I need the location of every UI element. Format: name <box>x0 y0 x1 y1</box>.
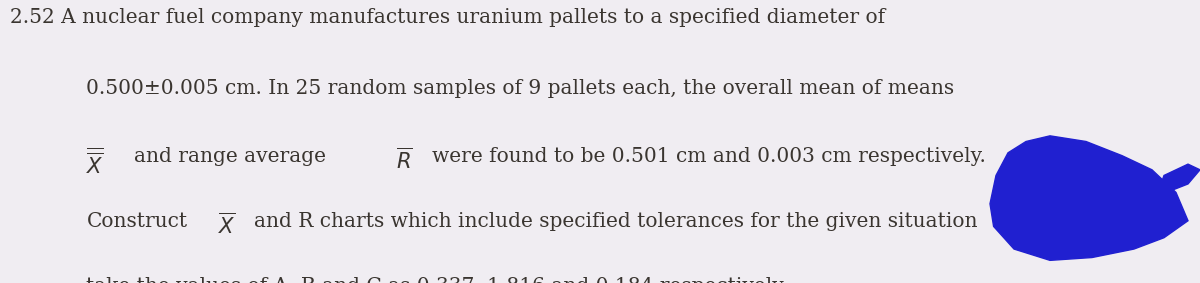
Polygon shape <box>1152 164 1200 198</box>
Text: $\overline{X}$: $\overline{X}$ <box>218 212 236 238</box>
Text: and range average: and range average <box>134 147 326 166</box>
Text: Construct: Construct <box>86 212 187 231</box>
Polygon shape <box>990 136 1188 260</box>
Text: $\overline{R}$: $\overline{R}$ <box>396 147 413 173</box>
Text: $\overline{\overline{X}}$: $\overline{\overline{X}}$ <box>86 147 104 178</box>
Text: were found to be 0.501 cm and 0.003 cm respectively.: were found to be 0.501 cm and 0.003 cm r… <box>432 147 986 166</box>
Text: 0.500±0.005 cm. In 25 random samples of 9 pallets each, the overall mean of mean: 0.500±0.005 cm. In 25 random samples of … <box>86 79 954 98</box>
Text: and R charts which include specified tolerances for the given situation: and R charts which include specified tol… <box>254 212 978 231</box>
Text: take the values of A, B and C as 0.337, 1.816 and 0.184 respectively.: take the values of A, B and C as 0.337, … <box>86 277 788 283</box>
Text: 2.52 A nuclear fuel company manufactures uranium pallets to a specified diameter: 2.52 A nuclear fuel company manufactures… <box>10 8 884 27</box>
